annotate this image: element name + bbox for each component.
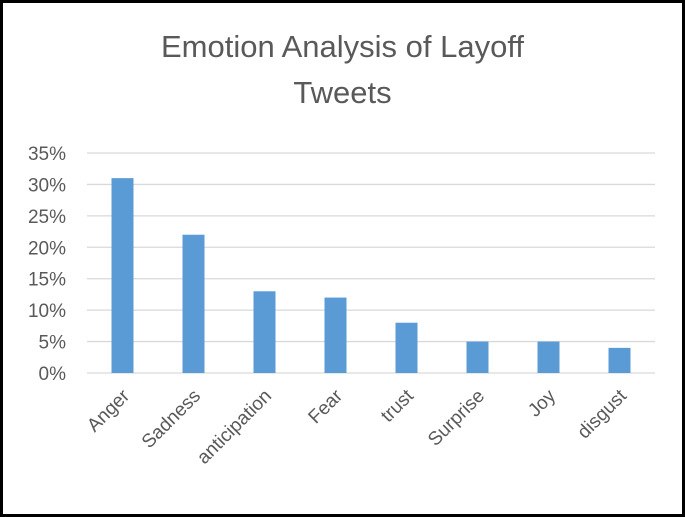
bar-joy — [537, 341, 560, 373]
y-tick-label: 5% — [39, 333, 67, 354]
x-category-label: trust — [377, 385, 418, 426]
y-tick-label: 15% — [28, 270, 66, 291]
x-category-label: Surprise — [424, 386, 489, 451]
y-tick-label: 20% — [28, 238, 66, 259]
bar-trust — [395, 322, 418, 373]
x-category-label: Joy — [524, 385, 560, 421]
chart-title: Emotion Analysis of Layoff Tweets — [0, 24, 685, 116]
x-category-label: disgust — [574, 385, 632, 443]
y-tick-label: 10% — [28, 301, 66, 322]
x-category-label: Fear — [305, 385, 348, 428]
y-tick-label: 30% — [28, 175, 66, 196]
bar-anger — [111, 178, 134, 373]
x-category-label: anticipation — [193, 386, 276, 469]
bars — [111, 178, 631, 373]
bar-disgust — [608, 347, 631, 373]
chart-title-line-1: Emotion Analysis of Layoff — [160, 29, 525, 64]
y-tick-label: 35% — [28, 144, 66, 165]
bar-fear — [324, 297, 347, 373]
x-category-label: Anger — [83, 385, 134, 436]
gridlines — [87, 152, 655, 374]
bar-anticipation — [253, 291, 276, 373]
bar-surprise — [466, 341, 489, 373]
y-tick-label: 0% — [39, 364, 67, 385]
chart-title-line-2: Tweets — [293, 75, 392, 110]
y-axis-tick-labels: 0% 5% 10% 15% 20% 25% 30% 35% — [28, 144, 66, 385]
x-category-label: Sadness — [138, 386, 205, 453]
bar-sadness — [182, 234, 205, 373]
y-tick-label: 25% — [28, 207, 66, 228]
